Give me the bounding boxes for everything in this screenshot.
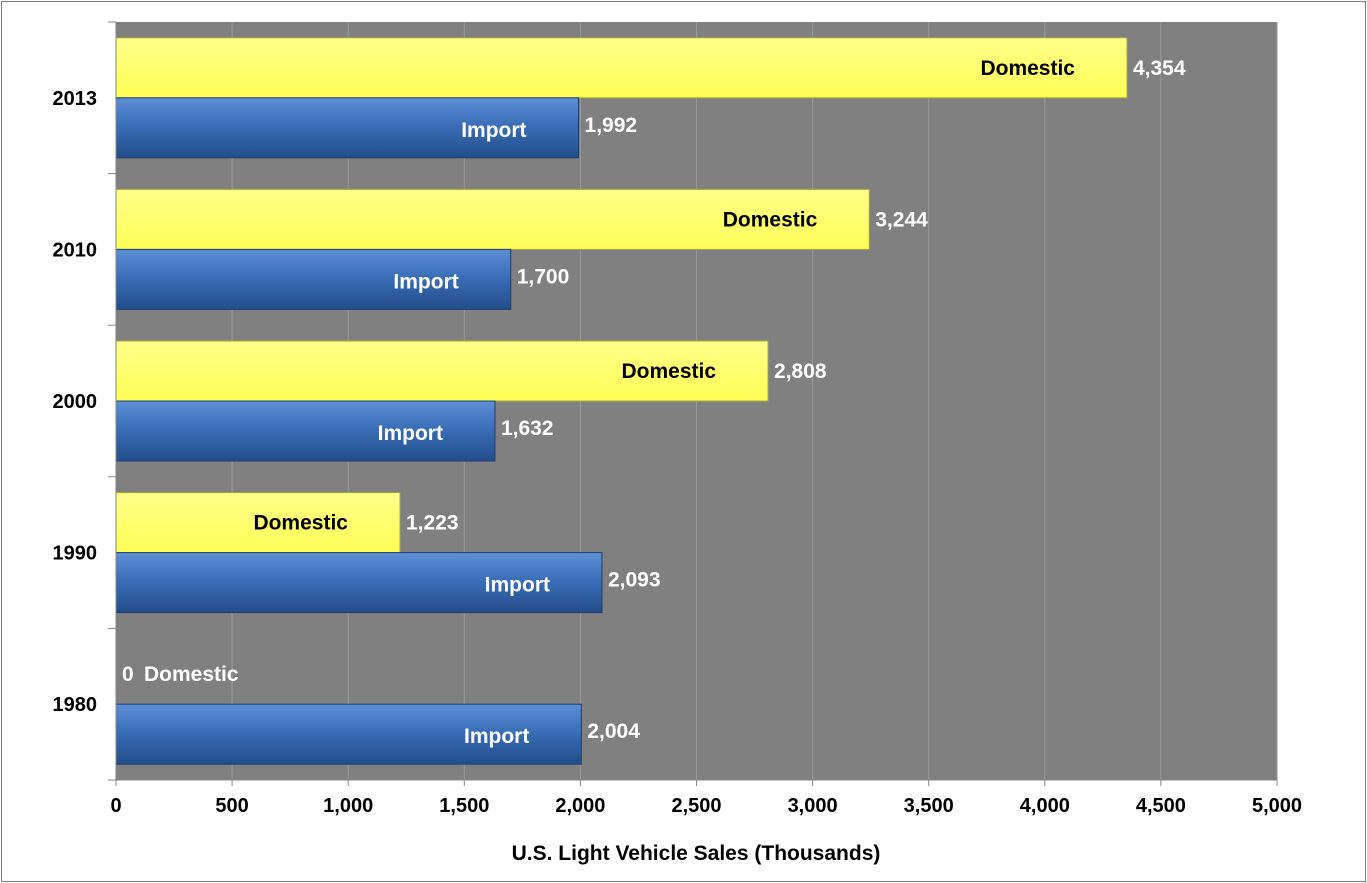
y-category-label: 2000 [53,391,98,413]
bar-value-label: 3,244 [875,208,928,231]
bar-import [115,97,580,159]
bar-domestic [115,492,401,554]
x-tick-label: 4,500 [1136,795,1186,817]
bar-import [115,400,496,462]
x-tick-label: 3,000 [788,795,838,817]
bar-series-label: Import [461,119,526,142]
bar-import [115,552,603,614]
bar-value-label: 1,992 [585,114,638,137]
bar-series-label: Import [464,725,529,748]
bar-series-label: Import [393,270,458,293]
bar-value-label: 1,223 [406,512,459,535]
x-tick-label: 500 [215,795,248,817]
bar-value-label: 1,632 [501,417,554,440]
bar-value-label: 2,004 [587,720,640,743]
bar-domestic [115,340,769,402]
x-axis-title: U.S. Light Vehicle Sales (Thousands) [512,842,881,865]
y-category-label: 1980 [53,694,98,716]
x-tick-label: 4,000 [1020,795,1070,817]
x-tick-label: 1,500 [439,795,489,817]
bar-value-label: 2,093 [608,569,661,592]
bar-import [115,248,512,310]
x-tick-label: 2,000 [555,795,605,817]
bar-series-label: Domestic [621,360,716,383]
bar-series-label: Domestic [980,57,1075,80]
x-tick-label: 2,500 [671,795,721,817]
bar-value-label: 1,700 [517,265,570,288]
bar-value-label: 2,808 [774,360,827,383]
bars-group: Domestic 4,354 Import 1,992 Domestic 3,244 Imp… [115,37,1186,765]
bar-series-label: Import [378,422,443,445]
y-category-label: 2010 [53,239,98,261]
x-tick-label: 3,500 [904,795,954,817]
x-tick-label: 0 [110,795,121,817]
bar-import [115,703,582,765]
bar-domestic [115,37,1128,99]
bar-series-label: Import [485,574,550,597]
bar-value-label: 4,354 [1133,57,1186,80]
x-tick-label: 1,000 [323,795,373,817]
y-category-label: 1990 [53,543,98,565]
bar-series-label: Domestic [723,208,818,231]
bar-series-label: Domestic [253,512,348,535]
y-category-label: 2013 [53,88,98,110]
bar-value-label: 0 [122,663,134,686]
bar-series-label: Domestic [144,663,239,686]
x-tick-label: 5,000 [1252,795,1302,817]
bar-domestic [115,188,870,250]
axes-group: 0 500 1,000 1,500 2,000 2,500 3,000 3,500 4,000 4… [53,21,1302,817]
